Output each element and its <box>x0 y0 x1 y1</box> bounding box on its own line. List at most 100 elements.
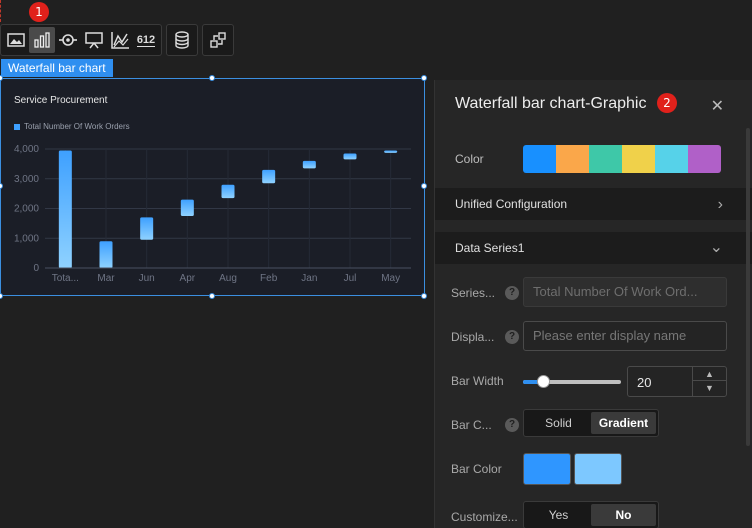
palette-color-5[interactable] <box>655 145 688 173</box>
x-tick-label: Mar <box>97 273 115 284</box>
display-name-input[interactable]: Please enter display name <box>523 321 727 351</box>
display-name-label: Displa... <box>451 330 495 344</box>
chart-legend[interactable]: Total Number Of Work Orders <box>14 122 130 131</box>
bar-color-end-swatch[interactable] <box>574 453 622 485</box>
customize-toggle[interactable]: Yes No <box>523 501 659 528</box>
step-badge-1: 1 <box>29 2 49 22</box>
customize-label: Customize... <box>451 510 518 524</box>
palette-color-1[interactable] <box>523 145 556 173</box>
chevron-up-icon[interactable]: ▲ <box>693 367 726 381</box>
x-tick-label: May <box>381 273 400 284</box>
x-tick-label: Apr <box>180 273 196 284</box>
resize-handle-sw[interactable] <box>0 293 3 299</box>
data-series-section[interactable]: Data Series1 ⌄ <box>435 232 752 264</box>
x-tick-label: Aug <box>219 273 237 284</box>
close-icon[interactable]: ✕ <box>710 98 724 115</box>
solid-option[interactable]: Solid <box>545 416 572 430</box>
bar-width-value[interactable]: 20 <box>637 375 652 390</box>
x-tick-label: Jan <box>301 273 317 284</box>
database-button[interactable] <box>169 27 195 53</box>
chevron-down-icon[interactable]: ▼ <box>705 383 714 393</box>
y-tick-label: 4,000 <box>14 144 39 155</box>
bar-Jan[interactable] <box>302 160 316 169</box>
database-icon <box>175 31 189 49</box>
bar-chart-button[interactable] <box>29 27 55 53</box>
panel-title: Waterfall bar chart-Graphic <box>455 95 647 112</box>
no-option[interactable]: No <box>591 504 656 526</box>
toolbar: 612 <box>0 24 234 56</box>
bar-May[interactable] <box>384 150 398 153</box>
palette-color-3[interactable] <box>589 145 622 173</box>
presentation-icon <box>85 32 103 49</box>
x-tick-label: Jul <box>344 273 357 284</box>
presentation-button[interactable] <box>81 27 107 53</box>
resize-handle-w[interactable] <box>0 183 3 189</box>
bar-Jun[interactable] <box>140 217 154 240</box>
toolbar-group-data <box>166 24 198 56</box>
y-tick-label: 0 <box>33 263 39 274</box>
bar-color-type-toggle[interactable]: Solid Gradient <box>523 409 659 437</box>
panel-scrollbar[interactable] <box>746 128 750 446</box>
palette-color-4[interactable] <box>622 145 655 173</box>
config-panel: Waterfall bar chart-Graphic 2 ✕ Color Un… <box>434 80 752 528</box>
chevron-right-icon: › <box>717 196 723 213</box>
bar-width-stepper[interactable]: 20 ▲ ▼ <box>627 366 727 397</box>
target-button[interactable] <box>55 27 81 53</box>
resize-handle-e[interactable] <box>421 183 427 189</box>
slider-handle[interactable] <box>536 375 550 388</box>
chevron-down-icon: ⌄ <box>709 239 723 256</box>
y-tick-label: 2,000 <box>14 204 39 215</box>
data-series-label: Data Series1 <box>455 241 525 255</box>
help-icon[interactable]: ? <box>505 418 519 432</box>
resize-handle-n[interactable] <box>209 75 215 81</box>
legend-swatch <box>14 123 20 130</box>
bar-color-start-swatch[interactable] <box>523 453 571 485</box>
palette-color-2[interactable] <box>556 145 589 173</box>
target-icon <box>59 34 77 46</box>
share-button[interactable] <box>205 27 231 53</box>
x-tick-label: Tota... <box>52 273 79 284</box>
number-button[interactable]: 612 <box>133 27 159 53</box>
bar-Aug[interactable] <box>221 184 235 199</box>
yes-option[interactable]: Yes <box>548 508 569 522</box>
toolbar-group-share <box>202 24 234 56</box>
legend-label: Total Number Of Work Orders <box>24 122 130 131</box>
bar-Feb[interactable] <box>262 169 276 184</box>
bar-Apr[interactable] <box>180 199 194 216</box>
resize-handle-ne[interactable] <box>421 75 427 81</box>
line-chart-button[interactable] <box>107 27 133 53</box>
image-icon <box>7 33 25 47</box>
palette-color-6[interactable] <box>688 145 721 173</box>
y-tick-label: 1,000 <box>14 233 39 244</box>
bar-Mar[interactable] <box>99 241 113 268</box>
color-palette[interactable] <box>523 145 721 173</box>
gradient-option[interactable]: Gradient <box>591 412 656 434</box>
y-tick-label: 3,000 <box>14 174 39 185</box>
image-button[interactable] <box>3 27 29 53</box>
resize-handle-se[interactable] <box>421 293 427 299</box>
color-label: Color <box>455 152 484 166</box>
help-icon[interactable]: ? <box>505 330 519 344</box>
resize-handle-s[interactable] <box>209 293 215 299</box>
toolbar-group-charts: 612 <box>0 24 162 56</box>
help-icon[interactable]: ? <box>505 286 519 300</box>
resize-handle-nw[interactable] <box>0 75 3 81</box>
waterfall-chart[interactable]: Service Procurement Total Number Of Work… <box>0 78 425 296</box>
component-label[interactable]: Waterfall bar chart <box>1 59 113 77</box>
x-tick-label: Jun <box>139 273 155 284</box>
bar-width-label: Bar Width <box>451 374 504 388</box>
bar-Tota...[interactable] <box>58 150 72 268</box>
unified-config-label: Unified Configuration <box>455 197 568 211</box>
bar-width-slider[interactable] <box>523 375 621 388</box>
series-field[interactable]: Total Number Of Work Ord... <box>523 277 727 307</box>
line-chart-icon <box>111 32 129 49</box>
bar-chart-icon <box>34 32 50 48</box>
series-label: Series... <box>451 286 496 300</box>
chart-plot: 0 1,000 2,000 3,000 4,000 Tota... Mar Jun Apr Aug… <box>14 144 411 284</box>
x-tick-label: Feb <box>260 273 278 284</box>
unified-config-section[interactable]: Unified Configuration › <box>435 188 752 220</box>
number-icon: 612 <box>136 33 156 47</box>
share-icon <box>210 32 226 48</box>
bar-Jul[interactable] <box>343 153 357 160</box>
stepper-buttons: ▲ ▼ <box>692 367 726 396</box>
